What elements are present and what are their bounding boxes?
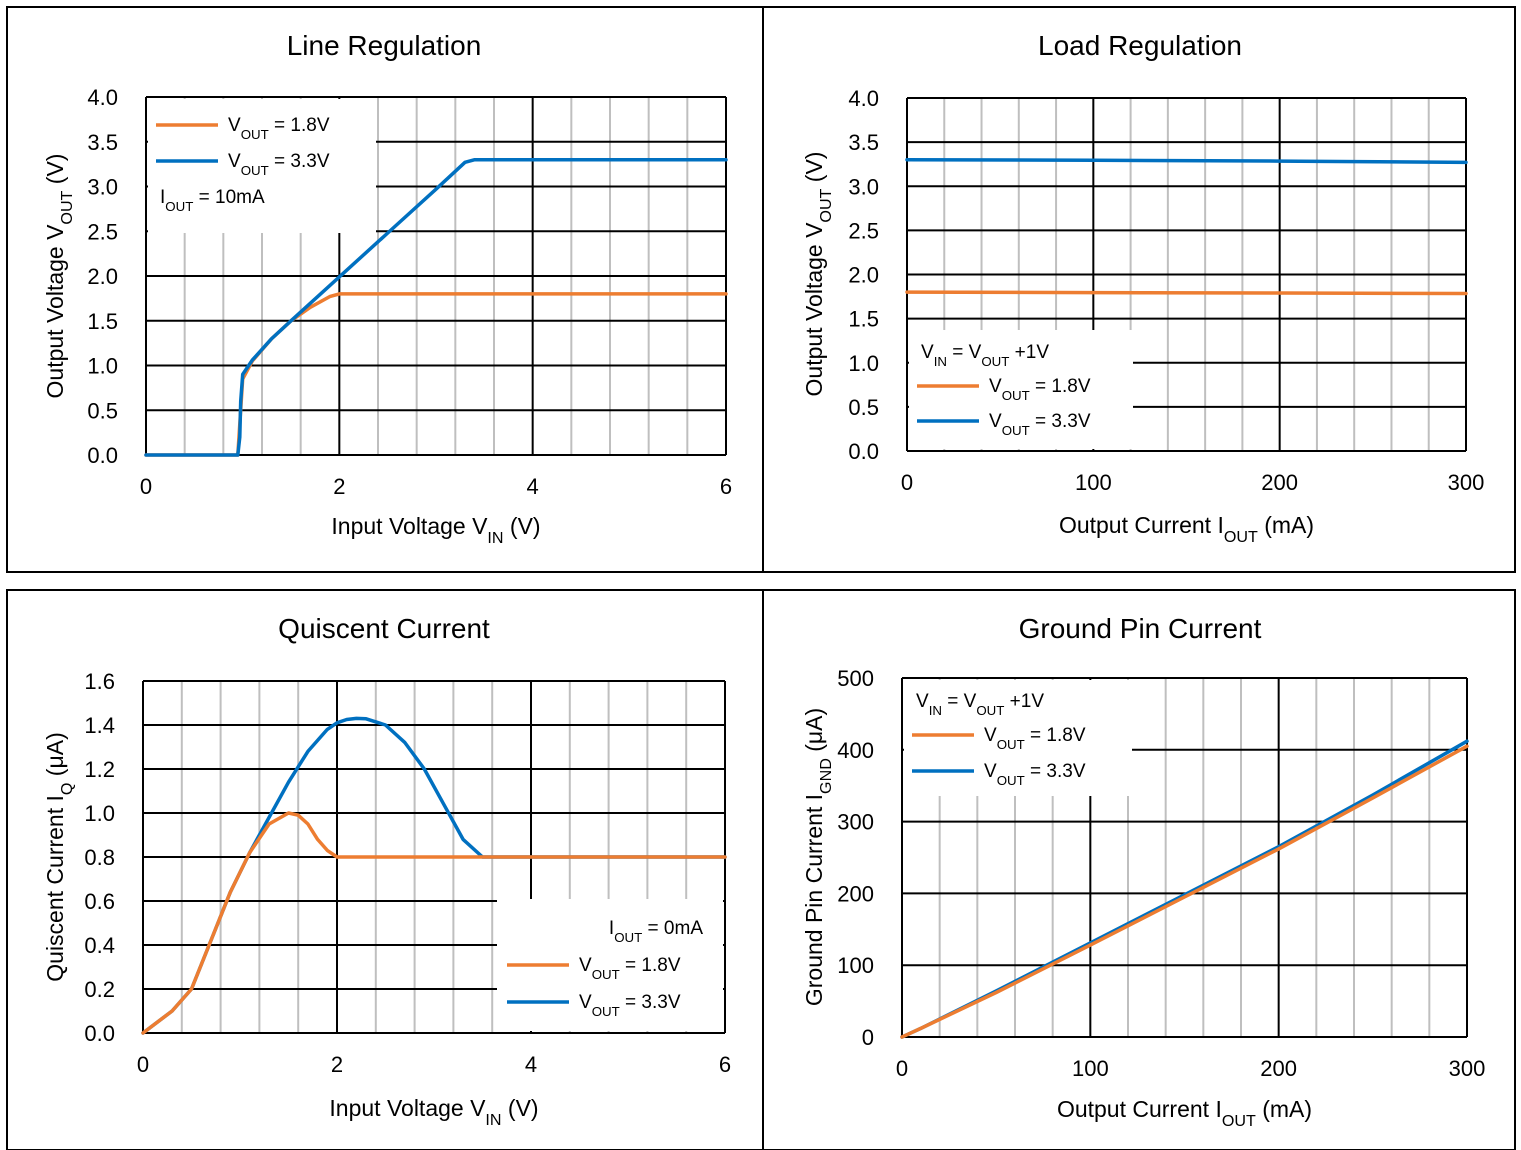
legend-entry-1: VOUT = 1.8V [989,376,1091,403]
y-tick-label: 1.5 [87,309,118,334]
y-tick-label: 2.0 [848,263,879,288]
legend: VIN = VOUT +1V VOUT = 1.8V VOUT = 3.3V [909,330,1133,449]
x-tick-label: 100 [1072,1056,1109,1081]
y-tick-label: 0.6 [84,889,115,914]
y-tick-label: 0.4 [84,933,115,958]
x-tick-label: 0 [140,474,152,499]
y-tick-label: 0.0 [848,439,879,464]
legend-entry-2: VOUT = 3.3V [984,761,1086,788]
x-tick-label: 100 [1075,470,1112,495]
series-line-2 [144,157,728,457]
x-tick-label: 4 [527,474,539,499]
legend-entry-2: VOUT = 3.3V [989,411,1091,438]
legend: IOUT = 0mA VOUT = 1.8V VOUT = 3.3V [497,899,723,1031]
y-axis-label: Ground Pin Current IGND (μA) [801,708,835,1006]
y-tick-label: 200 [837,881,874,906]
y-tick-label: 3.5 [87,130,118,155]
y-tick-label: 100 [837,953,874,978]
x-tick-label: 300 [1448,470,1485,495]
series-line-2 [905,158,1468,165]
x-tick-label: 200 [1261,470,1298,495]
legend-background [148,99,376,233]
legend: VIN = VOUT +1V VOUT = 1.8V VOUT = 3.3V [904,680,1132,796]
chart-title: Line Regulation [287,30,482,61]
y-tick-label: 0.0 [84,1021,115,1046]
legend-entry-2: IOUT = 10mA [160,187,265,214]
x-axis-label: Input Voltage VIN (V) [329,1095,538,1129]
chart-title: Load Regulation [1038,30,1242,61]
y-tick-label: 0.5 [87,398,118,423]
legend-entry-1: VOUT = 1.8V [579,955,681,982]
y-tick-label: 1.0 [848,351,879,376]
x-tick-label: 0 [901,470,913,495]
legend-entry-0: VIN = VOUT +1V [916,691,1044,718]
y-tick-label: 0.8 [84,845,115,870]
x-axis-label: Output Current IOUT (mA) [1059,512,1314,546]
y-tick-label: 3.0 [848,174,879,199]
y-tick-label: 1.5 [848,307,879,332]
x-tick-label: 0 [896,1056,908,1081]
y-axis-label: Output Voltage VOUT (V) [42,154,76,399]
x-axis-label: Input Voltage VIN (V) [331,513,540,547]
x-tick-label: 2 [331,1052,343,1077]
chart-quiescent-current: 0 2 4 6 0.0 0.2 0.4 0.6 0.8 1.0 1.2 1.4 1.6 Quiscent … [42,613,731,1129]
series-line-1 [905,290,1468,296]
panel-frame-3 [6,589,764,1150]
x-axis-label: Output Current IOUT (mA) [1057,1096,1312,1130]
y-tick-label: 400 [837,738,874,763]
x-tick-label: 300 [1449,1056,1486,1081]
y-tick-label: 300 [837,810,874,835]
panel-frame-2 [762,6,1516,573]
legend-entry-0: IOUT = 0mA [609,918,703,945]
y-tick-label: 1.0 [84,801,115,826]
y-tick-label: 4.0 [87,85,118,110]
y-tick-label: 0.0 [87,443,118,468]
y-tick-label: 2.0 [87,264,118,289]
series-line-2 [141,811,727,1035]
x-tick-label: 0 [137,1052,149,1077]
legend-entry-1: VOUT = 1.8V [984,725,1086,752]
panel-frame-4 [762,589,1516,1150]
chart-load-regulation: 0 100 200 300 0.0 0.5 1.0 1.5 2.0 2.5 3.0 3.5 4.0 Loa… [801,30,1484,546]
y-tick-label: 1.0 [87,354,118,379]
legend: VOUT = 1.8V VOUT = 3.3V IOUT = 10mA [148,99,376,233]
legend-entry-1: VOUT = 3.3V [228,151,330,178]
chart-line-regulation: 0 2 4 6 0.0 0.5 1.0 1.5 2.0 2.5 3.0 3.5 4.0 Line Regu… [42,30,732,547]
y-tick-label: 3.5 [848,130,879,155]
y-axis-label: Quiscent Current IQ (μA) [42,732,76,981]
legend-entry-2: VOUT = 3.3V [579,992,681,1019]
y-tick-label: 4.0 [848,86,879,111]
x-tick-label: 200 [1260,1056,1297,1081]
legend-entry-0: VOUT = 1.8V [228,115,330,142]
chart-title: Ground Pin Current [1019,613,1262,644]
y-tick-label: 0 [862,1025,874,1050]
series-line-2 [900,744,1469,1039]
legend-entry-0: VIN = VOUT +1V [921,342,1049,369]
y-tick-label: 1.2 [84,757,115,782]
x-tick-label: 6 [720,474,732,499]
y-axis-label: Output Voltage VOUT (V) [801,152,835,397]
y-tick-label: 1.6 [84,669,115,694]
y-tick-label: 0.5 [848,395,879,420]
y-tick-label: 500 [837,666,874,691]
y-tick-label: 2.5 [848,218,879,243]
y-tick-label: 0.2 [84,977,115,1002]
y-tick-label: 2.5 [87,219,118,244]
x-tick-label: 2 [333,474,345,499]
chart-title: Quiscent Current [278,613,490,644]
x-tick-label: 4 [525,1052,537,1077]
legend-background [909,330,1133,449]
legend-background [904,680,1132,796]
y-tick-label: 1.4 [84,713,115,738]
y-tick-label: 3.0 [87,175,118,200]
x-tick-label: 6 [719,1052,731,1077]
series-line-1 [144,292,728,457]
